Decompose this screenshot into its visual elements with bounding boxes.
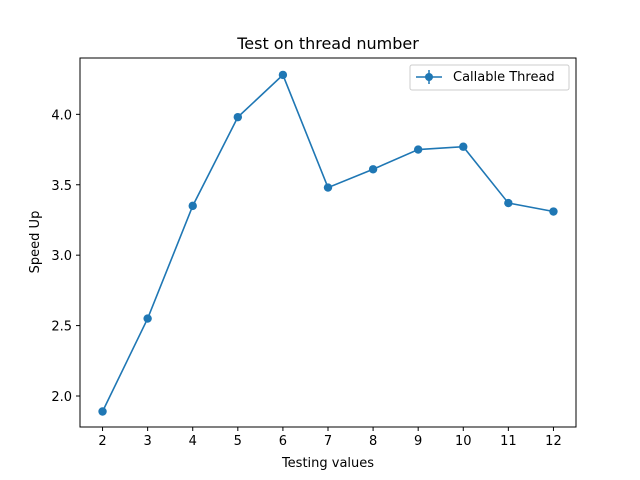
legend-marker-swatch <box>425 73 433 81</box>
x-tick-label: 11 <box>500 434 517 449</box>
y-tick-label: 4.0 <box>51 108 72 123</box>
x-tick-label: 8 <box>369 434 377 449</box>
data-point <box>278 70 288 80</box>
data-point <box>188 201 197 211</box>
x-axis-label: Testing values <box>281 456 374 471</box>
x-tick-label: 10 <box>455 434 472 449</box>
data-point <box>98 407 107 416</box>
y-tick-label: 3.0 <box>51 249 72 264</box>
data-point <box>233 112 243 122</box>
x-tick-label: 4 <box>189 434 197 449</box>
chart-title: Test on thread number <box>236 34 419 53</box>
data-point <box>368 165 378 174</box>
y-tick-label: 2.0 <box>51 390 72 405</box>
data-point <box>549 207 558 216</box>
y-tick-label: 3.5 <box>51 179 72 194</box>
x-tick-label: 12 <box>545 434 562 449</box>
x-tick-label: 7 <box>324 434 332 449</box>
data-point <box>459 142 468 151</box>
plot-area <box>98 70 558 416</box>
x-tick-label: 9 <box>414 434 422 449</box>
x-tick-label: 5 <box>234 434 242 449</box>
x-tick-label: 3 <box>143 434 151 449</box>
y-axis-label: Speed Up <box>28 211 43 274</box>
data-point <box>413 145 423 154</box>
data-point <box>143 314 152 323</box>
data-point <box>504 198 513 208</box>
y-tick-label: 2.5 <box>51 320 72 335</box>
x-tick-label: 2 <box>98 434 106 449</box>
data-point <box>323 183 333 192</box>
legend: Callable Thread <box>409 64 570 91</box>
x-tick-label: 6 <box>279 434 287 449</box>
legend-box <box>409 64 570 91</box>
legend-series-label: Callable Thread <box>453 70 555 85</box>
